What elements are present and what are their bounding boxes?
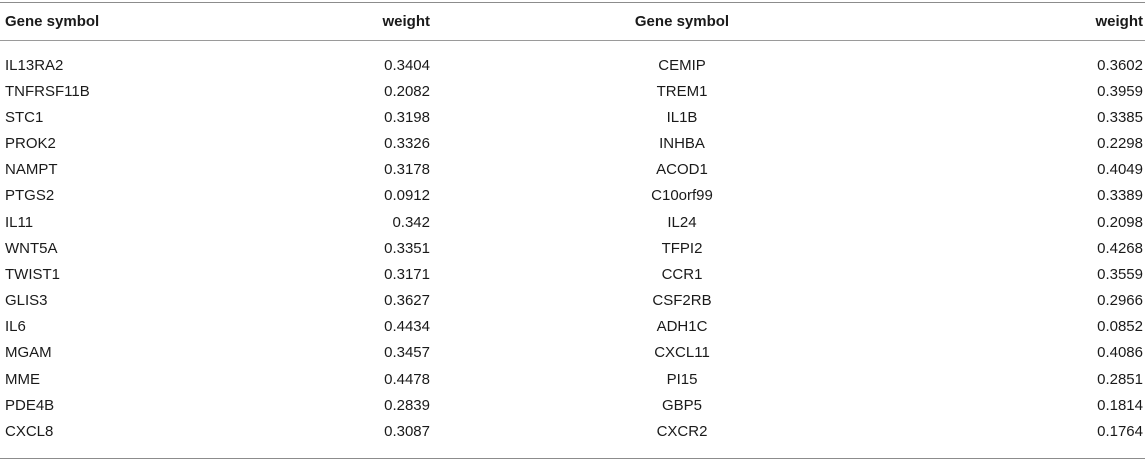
gene-symbol-left-cell: TNFRSF11B [5,82,90,100]
gene-symbol-left-cell: GLIS3 [5,292,48,310]
table-top-rule [0,2,1145,3]
weight-left-cell: 0.3198 [384,108,430,126]
weight-right-cell: 0.4268 [1097,239,1143,257]
table-row: NAMPT 0.3178 ACOD1 0.4049 [0,157,1145,183]
gene-symbol-right-cell: ACOD1 [656,161,708,179]
weight-left-cell: 0.3178 [384,161,430,179]
gene-symbol-left-cell: WNT5A [5,239,58,257]
table-row: IL13RA2 0.3404 CEMIP 0.3602 [0,40,1145,78]
weight-right-cell: 0.2851 [1097,370,1143,388]
gene-symbol-left-cell: MGAM [5,344,52,362]
weight-right-cell: 0.3959 [1097,82,1143,100]
weight-left-cell: 0.4434 [384,318,430,336]
gene-symbol-right-cell: CXCL11 [654,344,710,362]
table-bottom-rule [0,458,1145,459]
weight-right-cell: 0.3385 [1097,108,1143,126]
weight-right-cell: 0.1764 [1097,423,1143,441]
gene-weight-table: Gene symbol weight Gene symbol weight IL… [0,3,1145,445]
gene-symbol-left-cell: STC1 [5,108,44,126]
weight-right-cell: 0.3389 [1097,187,1143,205]
table-row: IL11 0.342 IL24 0.2098 [0,209,1145,235]
table-row: PROK2 0.3326 INHBA 0.2298 [0,130,1145,156]
gene-symbol-left-cell: IL13RA2 [5,56,64,74]
gene-symbol-right-cell: CSF2RB [652,292,712,310]
header-weight-right: weight [1095,13,1144,30]
header-gene-symbol-left: Gene symbol [5,13,100,30]
gene-symbol-right-cell: TREM1 [656,82,708,100]
gene-symbol-left-cell: NAMPT [5,161,58,179]
table-row: CXCL8 0.3087 CXCR2 0.1764 [0,418,1145,444]
weight-left-cell: 0.3627 [384,292,430,310]
table-header-rule [0,40,1145,41]
table-row: MME 0.4478 PI15 0.2851 [0,366,1145,392]
weight-right-cell: 0.0852 [1097,318,1143,336]
gene-symbol-right-cell: IL1B [666,108,698,126]
weight-right-cell: 0.2098 [1097,213,1143,231]
gene-symbol-right-cell: TFPI2 [661,239,703,257]
table-row: PTGS2 0.0912 C10orf99 0.3389 [0,183,1145,209]
gene-symbol-left-cell: PROK2 [5,134,56,152]
table-row: GLIS3 0.3627 CSF2RB 0.2966 [0,288,1145,314]
header-row: Gene symbol weight Gene symbol weight [0,3,1145,40]
gene-symbol-left-cell: TWIST1 [5,265,60,283]
weight-left-cell: 0.3404 [384,56,430,74]
gene-symbol-right-cell: CXCR2 [656,423,708,441]
weight-right-cell: 0.1814 [1097,396,1143,414]
header-weight-left: weight [382,13,431,30]
gene-symbol-right-cell: C10orf99 [651,187,713,205]
weight-left-cell: 0.3457 [384,344,430,362]
weight-left-cell: 0.4478 [384,370,430,388]
gene-symbol-left-cell: PDE4B [5,396,55,414]
gene-symbol-right-cell: INHBA [659,134,705,152]
weight-right-cell: 0.4086 [1097,344,1143,362]
header-gene-symbol-right: Gene symbol [634,13,730,30]
weight-left-cell: 0.3326 [384,134,430,152]
gene-symbol-right-cell: GBP5 [661,396,703,414]
weight-right-cell: 0.2298 [1097,134,1143,152]
weight-left-cell: 0.0912 [384,187,430,205]
table-row: IL6 0.4434 ADH1C 0.0852 [0,314,1145,340]
gene-symbol-left-cell: PTGS2 [5,187,55,205]
gene-symbol-left-cell: CXCL8 [5,423,54,441]
gene-symbol-left-cell: MME [5,370,40,388]
table-row: WNT5A 0.3351 TFPI2 0.4268 [0,235,1145,261]
gene-symbol-right-cell: CEMIP [658,56,706,74]
table-body: IL13RA2 0.3404 CEMIP 0.3602 TNFRSF11B 0.2082 T… [0,40,1145,445]
weight-left-cell: 0.2839 [384,396,430,414]
gene-symbol-left-cell: IL11 [5,213,34,231]
gene-symbol-right-cell: CCR1 [661,265,703,283]
weight-left-cell: 0.3171 [384,265,430,283]
table-row: PDE4B 0.2839 GBP5 0.1814 [0,392,1145,418]
weight-right-cell: 0.4049 [1097,161,1143,179]
weight-right-cell: 0.2966 [1097,292,1143,310]
weight-left-cell: 0.3351 [384,239,430,257]
table-header: Gene symbol weight Gene symbol weight [0,3,1145,40]
gene-symbol-left-cell: IL6 [5,318,26,336]
weight-left-cell: 0.342 [392,213,430,231]
table-row: TWIST1 0.3171 CCR1 0.3559 [0,261,1145,287]
gene-symbol-right-cell: IL24 [667,213,697,231]
gene-symbol-right-cell: ADH1C [656,318,708,336]
weight-right-cell: 0.3559 [1097,265,1143,283]
weight-left-cell: 0.2082 [384,82,430,100]
weight-right-cell: 0.3602 [1097,56,1143,74]
table-row: MGAM 0.3457 CXCL11 0.4086 [0,340,1145,366]
table-row: STC1 0.3198 IL1B 0.3385 [0,104,1145,130]
table-row: TNFRSF11B 0.2082 TREM1 0.3959 [0,78,1145,104]
gene-symbol-right-cell: PI15 [666,370,698,388]
weight-left-cell: 0.3087 [384,423,430,441]
